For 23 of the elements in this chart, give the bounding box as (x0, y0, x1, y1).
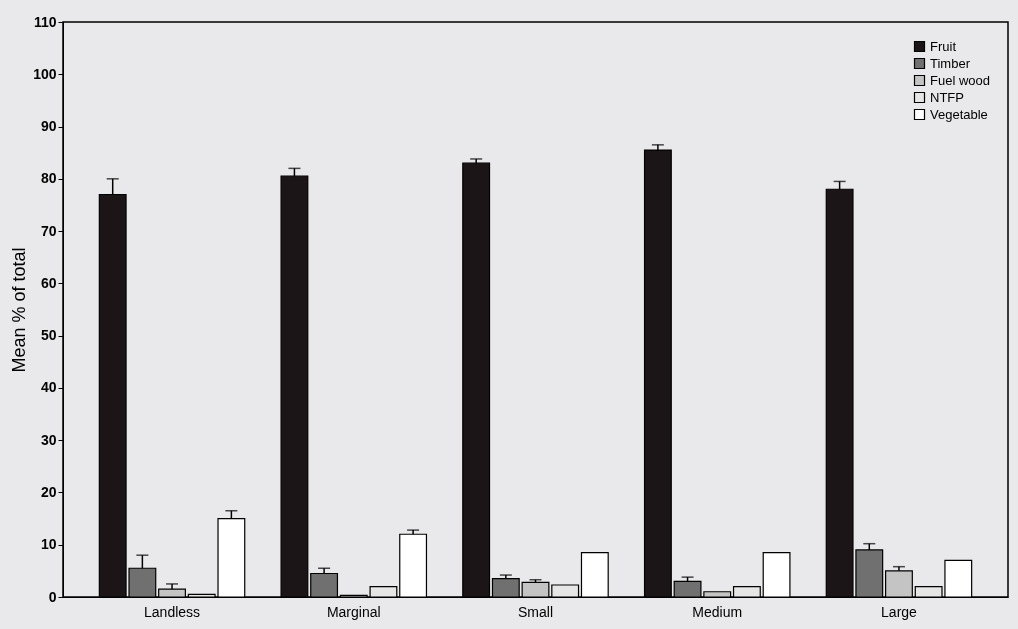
y-tick-label: 0 (48, 588, 57, 605)
legend-label: Fruit (930, 38, 957, 54)
y-tick-label: 30 (40, 431, 57, 448)
x-tick-label: Small (517, 603, 554, 620)
legend-label: Timber (930, 55, 971, 71)
x-tick-label: Large (881, 603, 918, 620)
y-tick-label: 40 (40, 379, 57, 396)
legend-label: Vegetable (930, 106, 988, 122)
legend-label: NTFP (930, 89, 964, 105)
y-tick-label: 10 (40, 536, 57, 553)
x-tick-label: Marginal (326, 603, 381, 620)
y-tick-label: 110 (33, 13, 57, 30)
legend-label: Fuel wood (930, 72, 990, 88)
y-tick-label: 70 (40, 222, 57, 239)
y-tick-label: 100 (33, 65, 57, 82)
y-tick-label: 90 (40, 118, 57, 135)
y-tick-label: 20 (40, 483, 57, 500)
x-tick-label: Landless (144, 603, 201, 620)
y-tick-label: 60 (40, 274, 57, 291)
x-tick-label: Medium (692, 603, 743, 620)
y-tick-label: 50 (40, 327, 57, 344)
y-tick-label: 80 (40, 170, 57, 187)
y-axis-title: Mean % of total (9, 247, 30, 373)
